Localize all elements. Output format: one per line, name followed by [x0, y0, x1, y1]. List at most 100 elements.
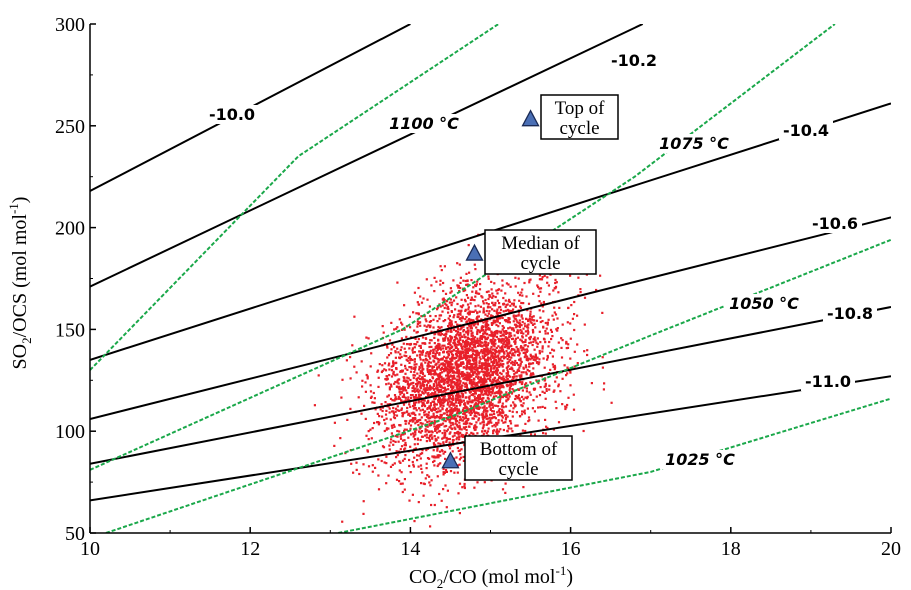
scatter-point — [439, 330, 442, 334]
scatter-point — [451, 421, 454, 425]
scatter-point — [470, 296, 473, 299]
scatter-point — [504, 491, 507, 494]
scatter-point — [417, 390, 420, 394]
scatter-point — [396, 347, 399, 350]
scatter-point — [400, 337, 403, 340]
scatter-point — [456, 284, 459, 287]
scatter-point — [460, 355, 463, 358]
scatter-point — [525, 350, 528, 353]
scatter-point — [395, 456, 398, 459]
scatter-point — [422, 297, 425, 300]
scatter-point — [419, 295, 422, 298]
scatter-point — [532, 367, 535, 370]
scatter-point — [470, 393, 473, 396]
scatter-point — [440, 362, 443, 365]
scatter-point — [414, 417, 417, 420]
scatter-point — [506, 415, 509, 418]
scatter-point — [517, 348, 520, 351]
scatter-point — [502, 310, 505, 313]
scatter-point — [413, 434, 416, 437]
scatter-point — [456, 340, 459, 343]
scatter-point — [470, 329, 473, 333]
scatter-point — [425, 379, 428, 382]
scatter-point — [460, 363, 463, 366]
scatter-point — [446, 373, 449, 376]
scatter-point — [463, 333, 466, 336]
scatter-point — [464, 351, 467, 354]
scatter-point — [525, 382, 528, 385]
scatter-point — [439, 346, 442, 349]
scatter-point — [521, 341, 524, 344]
scatter-point — [395, 414, 399, 417]
scatter-point — [488, 392, 491, 395]
scatter-point — [378, 421, 381, 425]
scatter-point — [382, 446, 386, 449]
scatter-point — [468, 321, 472, 324]
scatter-point — [557, 291, 560, 294]
scatter-point — [473, 336, 477, 339]
scatter-point — [443, 390, 446, 393]
scatter-point — [538, 309, 541, 312]
scatter-point — [496, 378, 499, 381]
scatter-point — [436, 329, 440, 332]
scatter-point — [432, 326, 435, 329]
scatter-point — [427, 360, 430, 363]
scatter-point — [449, 330, 452, 333]
scatter-point — [466, 360, 469, 363]
scatter-point — [532, 340, 535, 343]
scatter-point — [451, 369, 454, 372]
scatter-point — [364, 417, 367, 420]
scatter-point — [566, 366, 569, 369]
scatter-point — [541, 405, 544, 408]
scatter-point — [499, 346, 502, 349]
scatter-point — [428, 345, 431, 349]
scatter-point — [472, 310, 475, 313]
scatter-point — [521, 381, 524, 384]
scatter-point — [504, 414, 508, 417]
isoline-label-bg — [607, 51, 661, 70]
scatter-point — [528, 337, 531, 340]
scatter-point — [387, 394, 390, 397]
scatter-point — [406, 410, 409, 413]
scatter-point — [483, 367, 486, 370]
scatter-point — [449, 351, 452, 354]
scatter-point — [466, 279, 469, 282]
scatter-point — [546, 426, 549, 430]
scatter-point — [495, 432, 499, 435]
scatter-point — [490, 417, 493, 420]
scatter-point — [497, 409, 500, 412]
scatter-point — [432, 449, 435, 452]
x-tick-label: 18 — [721, 538, 741, 560]
scatter-point — [396, 454, 399, 457]
scatter-point — [465, 428, 468, 432]
scatter-point — [413, 291, 416, 294]
scatter-point — [526, 326, 529, 329]
scatter-point — [495, 404, 498, 407]
scatter-point — [492, 378, 495, 381]
scatter-point — [495, 381, 498, 384]
scatter-point — [465, 374, 468, 377]
scatter-point — [538, 278, 541, 281]
scatter-point — [456, 412, 459, 415]
scatter-point — [494, 301, 497, 305]
scatter-point — [423, 374, 426, 377]
annotation-line-1: Top of — [555, 98, 606, 119]
scatter-point — [499, 364, 502, 367]
scatter-point — [417, 423, 420, 427]
scatter-point — [469, 349, 472, 352]
scatter-point — [408, 355, 412, 358]
scatter-point — [449, 340, 452, 343]
scatter-point — [444, 457, 447, 460]
scatter-point — [489, 401, 492, 404]
scatter-point — [496, 367, 499, 370]
scatter-point — [479, 305, 482, 308]
scatter-point — [463, 356, 466, 359]
scatter-point — [455, 367, 458, 370]
scatter-point — [406, 391, 409, 394]
scatter-point — [482, 325, 485, 329]
scatter-point — [558, 306, 561, 309]
scatter-point — [520, 315, 523, 318]
scatter-point — [511, 378, 514, 381]
scatter-point — [507, 364, 510, 367]
scatter-point — [514, 394, 517, 398]
